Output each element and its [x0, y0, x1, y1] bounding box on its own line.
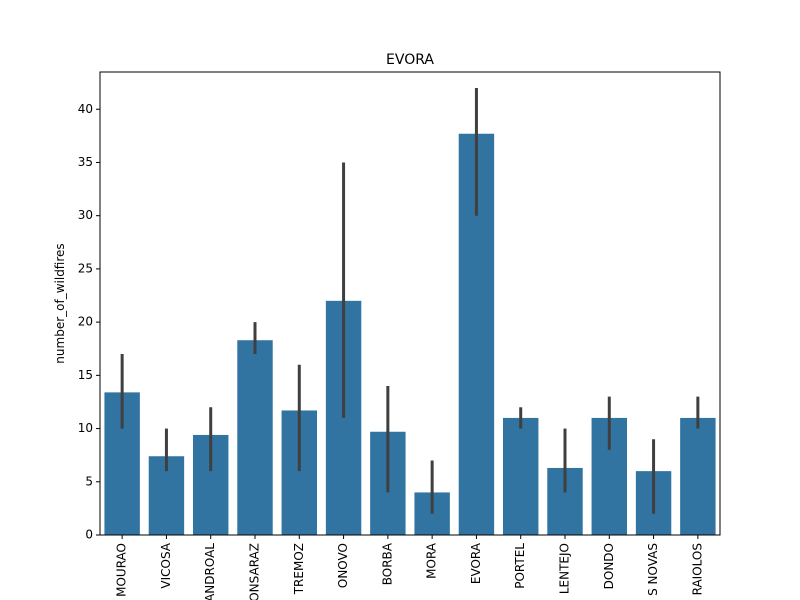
x-tick-label: RAIOLOS	[690, 543, 704, 595]
x-tick-label: ANDROAL	[203, 543, 217, 600]
y-tick-label: 40	[78, 102, 93, 116]
x-tick-label: S NOVAS	[646, 543, 660, 596]
x-tick-label: PORTEL	[513, 543, 527, 589]
y-tick-label: 10	[78, 421, 93, 435]
y-tick-label: 0	[85, 528, 93, 542]
x-tick-label: EVORA	[469, 542, 483, 584]
bar	[680, 417, 716, 535]
x-tick-label: ONSARAZ	[248, 543, 262, 600]
y-tick-label: 20	[78, 315, 93, 329]
x-tick-label: MOURAO	[115, 543, 129, 597]
error-bars-layer	[120, 87, 700, 514]
bar	[503, 417, 539, 535]
x-tick-label: DONDO	[602, 543, 616, 589]
chart-title: EVORA	[386, 52, 434, 68]
y-tick-label: 5	[85, 474, 93, 488]
x-axis: MOURAO VICOSA ANDROAL ONSARAZ TREMOZ ONOVO BOR…	[115, 535, 704, 600]
x-tick-label: ONOVO	[336, 543, 350, 588]
y-axis: 0 5 10 15 20 25 30 35 40	[78, 102, 100, 542]
y-tick-label: 30	[78, 208, 93, 222]
y-tick-label: 15	[78, 368, 93, 382]
x-tick-label: VICOSA	[159, 542, 173, 588]
y-tick-label: 25	[78, 261, 93, 275]
y-axis-title: number_of_wildfires	[53, 243, 67, 363]
x-tick-label: MORA	[425, 542, 439, 579]
x-tick-label: TREMOZ	[292, 543, 306, 595]
x-tick-label: BORBA	[380, 542, 394, 585]
y-tick-label: 35	[78, 155, 93, 169]
bar	[237, 340, 273, 535]
x-tick-label: LENTEJO	[558, 543, 572, 594]
plot-frame	[99, 71, 721, 536]
bars-layer	[104, 133, 716, 535]
